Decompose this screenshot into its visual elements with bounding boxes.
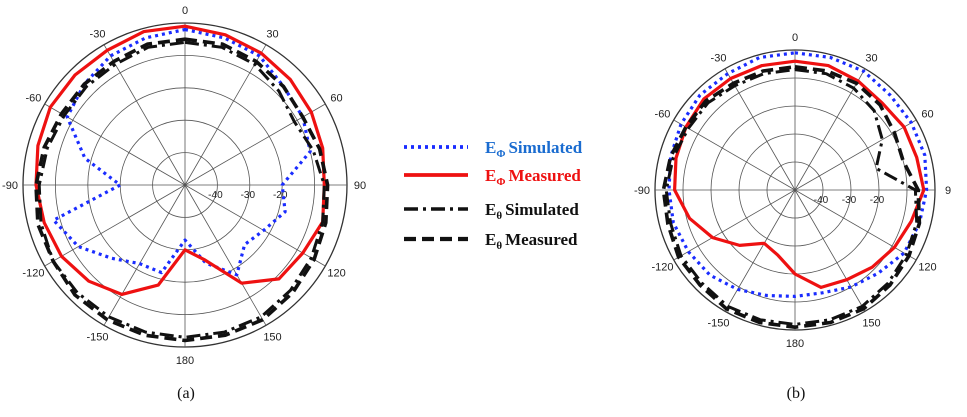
legend: EΦ Simulated EΦ Measured Eθ Simulated Eθ Mea… bbox=[404, 138, 583, 252]
angle-tick-label: 60 bbox=[921, 109, 933, 121]
angle-tick-label: -60 bbox=[25, 93, 41, 105]
angle-tick-label: 60 bbox=[330, 93, 342, 105]
angle-tick-label: -120 bbox=[22, 268, 44, 280]
angle-tick-label: 0 bbox=[182, 5, 188, 17]
grid-spoke bbox=[103, 44, 186, 186]
legend-label-etheta-simulated: Eθ Simulated bbox=[485, 200, 579, 222]
angle-tick-label: -30 bbox=[90, 28, 106, 40]
angle-tick-label: 9 bbox=[945, 185, 951, 197]
series-group-b bbox=[661, 51, 929, 329]
radial-tick-label: -30 bbox=[842, 195, 857, 206]
angle-tick-label: -90 bbox=[634, 185, 650, 197]
angle-tick-label: -30 bbox=[711, 52, 727, 64]
radial-tick-label: -40 bbox=[814, 195, 829, 206]
series-line-ephi-meas bbox=[34, 24, 326, 296]
angle-tick-label: -120 bbox=[651, 262, 673, 274]
angle-tick-label: 180 bbox=[176, 355, 194, 367]
series-line-ephi-sim bbox=[667, 51, 929, 298]
angle-tick-label: 150 bbox=[263, 332, 281, 344]
caption-b: (b) bbox=[787, 385, 806, 402]
legend-label-ephi-simulated: EΦ Simulated bbox=[485, 138, 583, 160]
caption-a: (a) bbox=[177, 385, 195, 402]
angle-tick-label: 30 bbox=[865, 52, 877, 64]
grid-spoke bbox=[184, 184, 326, 267]
grid-spoke bbox=[44, 103, 186, 186]
radial-tick-label: -40 bbox=[208, 190, 223, 201]
grid-spoke bbox=[794, 189, 866, 312]
polar-chart-b: -40 -30 -20 0 30 60 9 120 150 180 -150 -120 -90 -60 -… bbox=[634, 32, 951, 402]
series-line-ephi-sim bbox=[52, 27, 312, 277]
polar-chart-a: -40 -30 -20 0 30 60 90 120 150 180 -150 -120 -90 -60… bbox=[2, 5, 366, 402]
grid-spoke bbox=[103, 184, 186, 326]
grid-spoke bbox=[673, 119, 796, 191]
angle-tick-label: 180 bbox=[786, 338, 804, 350]
legend-entry: EΦ Simulated bbox=[404, 138, 583, 160]
legend-entry: EΦ Measured bbox=[404, 166, 581, 188]
grid-spoke bbox=[44, 184, 186, 267]
series-group-a bbox=[34, 24, 330, 343]
series-line-etheta-meas bbox=[34, 37, 330, 343]
polar-grid-b bbox=[654, 49, 936, 331]
angle-tick-label: -60 bbox=[655, 109, 671, 121]
angle-tick-label: 150 bbox=[862, 318, 880, 330]
legend-label-etheta-measured: Eθ Measured bbox=[485, 230, 578, 252]
grid-spoke bbox=[724, 68, 796, 191]
radial-ticks-a: -40 -30 -20 bbox=[208, 190, 288, 201]
grid-spoke bbox=[673, 189, 796, 261]
radial-ticks-b: -40 -30 -20 bbox=[814, 195, 885, 206]
legend-label-ephi-measured: EΦ Measured bbox=[485, 166, 581, 188]
radial-tick-label: -20 bbox=[870, 195, 885, 206]
series-line-ephi-meas bbox=[673, 59, 926, 289]
angle-tick-label: -90 bbox=[2, 180, 18, 192]
radial-tick-label: -30 bbox=[241, 190, 256, 201]
angle-tick-label: -150 bbox=[86, 332, 108, 344]
angle-tick-label: 30 bbox=[266, 28, 278, 40]
polar-grid-a bbox=[22, 22, 348, 348]
grid-spoke bbox=[184, 44, 267, 186]
angle-tick-label: -150 bbox=[707, 318, 729, 330]
grid-spoke bbox=[724, 189, 796, 312]
legend-entry: Eθ Measured bbox=[404, 230, 578, 252]
series-line-etheta-sim bbox=[37, 40, 326, 339]
grid-spoke bbox=[184, 184, 267, 326]
radial-tick-label: -20 bbox=[273, 190, 288, 201]
angle-tick-label: 120 bbox=[327, 268, 345, 280]
legend-entry: Eθ Simulated bbox=[404, 200, 579, 222]
angle-tick-label: 120 bbox=[918, 262, 936, 274]
angle-tick-label: 90 bbox=[354, 180, 366, 192]
grid-spoke bbox=[794, 189, 917, 261]
angle-ticks-b: 0 30 60 9 120 150 180 -150 -120 -90 -60 -30 bbox=[634, 32, 951, 350]
series-line-etheta-meas bbox=[661, 65, 922, 329]
angle-tick-label: 0 bbox=[792, 32, 798, 44]
angle-ticks-a: 0 30 60 90 120 150 180 -150 -120 -90 -60 -30 bbox=[2, 5, 366, 367]
series-line-etheta-sim bbox=[664, 68, 919, 326]
grid-spoke bbox=[794, 119, 917, 191]
